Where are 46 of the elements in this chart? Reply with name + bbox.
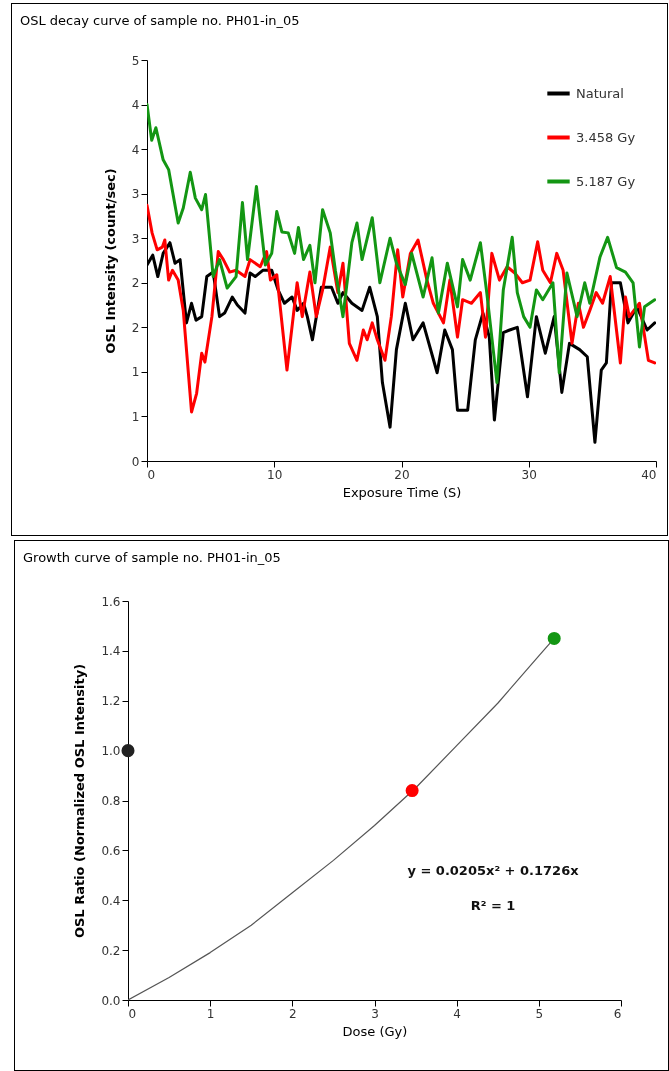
y-tick-label: 2 — [131, 276, 140, 291]
x-axis-title: Dose (Gy) — [342, 1023, 408, 1039]
legend-label: 5.187 Gy — [576, 173, 636, 189]
x-tick-label: 0 — [147, 467, 156, 482]
x-tick-label: 40 — [641, 467, 657, 482]
chart-title: Growth curve of sample no. PH01-in_05 — [23, 550, 281, 565]
chart-title: OSL decay curve of sample no. PH01-in_05 — [20, 13, 300, 28]
y-tick-label: 1.0 — [101, 744, 121, 759]
x-tick-label: 30 — [521, 467, 537, 482]
y-tick-label: 0.0 — [101, 993, 121, 1008]
y-axis-title: OSL Ratio (Normalized OSL Intensity) — [72, 663, 88, 939]
y-tick-label: 1.2 — [101, 694, 121, 709]
x-tick-label: 20 — [394, 467, 410, 482]
annotation: R² = 1 — [470, 898, 516, 913]
x-tick-label: 1 — [206, 1006, 215, 1021]
y-tick-label: 5 — [131, 53, 140, 68]
y-axis-title: OSL Intensity (count/sec) — [102, 168, 118, 354]
legend-label: Natural — [576, 85, 624, 101]
y-tick-label: 4 — [131, 98, 140, 113]
y-tick-label: 1 — [131, 365, 140, 380]
legend-label: 3.458 Gy — [576, 129, 636, 145]
x-axis-title: Exposure Time (S) — [342, 484, 462, 500]
y-tick-label: 3 — [131, 187, 140, 202]
y-tick-label: 1.6 — [101, 594, 121, 609]
x-tick-label: 2 — [289, 1006, 297, 1021]
annotation: y = 0.0205x² + 0.1726x — [407, 863, 580, 878]
y-tick-label: 3 — [131, 231, 140, 246]
y-tick-label: 4 — [131, 142, 140, 157]
y-tick-label: 0.2 — [101, 943, 121, 958]
y-tick-label: 0.6 — [101, 843, 121, 858]
y-tick-label: 2 — [131, 320, 140, 335]
y-tick-label: 0.8 — [101, 794, 121, 808]
y-tick-label: 0 — [131, 454, 140, 469]
line-series — [147, 103, 656, 385]
y-tick-label: 1 — [131, 409, 140, 424]
point — [121, 744, 135, 758]
x-tick-label: 6 — [613, 1006, 622, 1021]
x-tick-label: 10 — [267, 467, 283, 482]
x-tick-label: 4 — [453, 1006, 461, 1021]
y-tick-label: 0.4 — [101, 893, 121, 908]
x-tick-label: 5 — [535, 1006, 544, 1021]
point — [405, 784, 419, 798]
point — [547, 631, 561, 645]
line-series — [147, 203, 656, 414]
y-tick-label: 1.4 — [101, 644, 121, 659]
x-tick-label: 3 — [371, 1006, 379, 1021]
